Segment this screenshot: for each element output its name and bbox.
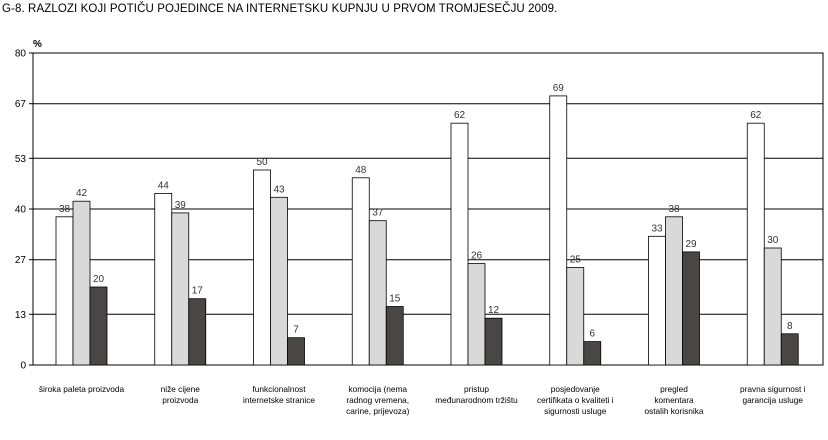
category-label: posjedovanje certifikata o kvaliteti i sig…: [537, 384, 614, 416]
bar: [154, 192, 173, 366]
y-tick-label: 0: [20, 361, 26, 372]
bar: [665, 216, 683, 366]
category-label: funkcionalnost internetske stranice: [243, 384, 315, 405]
data-label: 38: [59, 204, 71, 215]
data-label: 48: [355, 165, 367, 176]
y-tick-label: 27: [15, 255, 27, 266]
data-label: 17: [192, 286, 204, 297]
bar: [763, 247, 782, 366]
bar: [351, 177, 370, 366]
y-tick-label: 13: [15, 310, 27, 321]
bar: [682, 251, 700, 366]
bar: [450, 122, 469, 366]
data-label: 30: [767, 235, 779, 246]
data-label: 42: [76, 188, 88, 199]
data-label: 33: [651, 223, 663, 234]
category-label: široka paleta proizvoda: [39, 384, 125, 394]
bar: [484, 317, 503, 366]
data-label: 39: [175, 200, 187, 211]
bar: [72, 200, 91, 366]
y-tick-label: 40: [15, 205, 27, 216]
bar: [171, 212, 190, 366]
data-label: 37: [372, 208, 384, 219]
data-label: 62: [454, 110, 466, 121]
bar: [368, 220, 387, 366]
category-label: niže cijene proizvoda: [161, 384, 201, 405]
data-label: 38: [668, 204, 680, 215]
bar: [746, 122, 765, 366]
bar: [253, 169, 271, 366]
bar: [287, 337, 305, 366]
y-tick-label: 80: [15, 49, 27, 60]
data-label: 25: [570, 255, 582, 266]
y-tick-label: 53: [15, 154, 27, 165]
category-label: pristup međunarodnom tržištu: [435, 384, 518, 405]
data-label: 12: [488, 305, 500, 316]
bar: [89, 286, 108, 366]
bar: [566, 267, 585, 366]
chart-title: G-8. RAZLOZI KOJI POTIČU POJEDINCE NA IN…: [2, 3, 558, 15]
data-label: 20: [93, 274, 105, 285]
data-label: 44: [158, 180, 170, 191]
bar: [583, 341, 602, 366]
data-label: 69: [553, 83, 565, 94]
data-label: 26: [471, 251, 483, 262]
bar: [549, 95, 568, 366]
category-label: pregled komentara ostalih korisnika: [644, 384, 703, 416]
bar: [188, 298, 207, 366]
category-label: pravna sigurnost i garancija usluge: [740, 384, 806, 405]
bar: [270, 196, 288, 366]
data-label: 43: [273, 184, 285, 195]
bar: [780, 333, 799, 366]
data-label: 6: [589, 329, 595, 340]
data-label: 62: [750, 110, 762, 121]
data-label: 15: [389, 294, 401, 305]
bar: [648, 235, 666, 366]
category-label: komocija (nema radnog vremena, carine, pri…: [346, 384, 409, 416]
bar: [55, 216, 74, 366]
data-label: 29: [685, 239, 697, 250]
bar: [467, 263, 486, 366]
data-label: 50: [256, 157, 268, 168]
y-axis-unit: %: [33, 39, 42, 50]
data-label: 7: [293, 325, 299, 336]
bar: [385, 306, 404, 366]
y-tick-label: 67: [15, 99, 27, 110]
data-label: 8: [787, 321, 793, 332]
